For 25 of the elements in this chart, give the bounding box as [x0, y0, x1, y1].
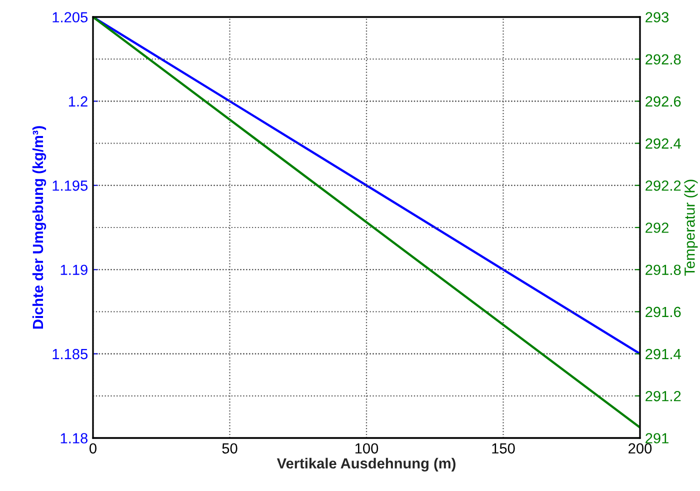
x-tick-label: 50 [222, 443, 238, 454]
y2-axis-title: Temperatur (K) [684, 180, 698, 276]
y-tick-label: 1.205 [52, 12, 88, 22]
y2-tick-label: 291.4 [646, 348, 681, 360]
y2-tick-label: 292 [646, 222, 668, 233]
x-tick-label: 200 [628, 443, 652, 454]
y2-tick-label: 292.4 [646, 138, 681, 149]
y2-tick-label: 291.8 [646, 264, 681, 276]
x-tick-label: 150 [492, 443, 515, 454]
y-tick-label: 1.18 [60, 433, 88, 444]
y-tick-label: 1.2 [68, 96, 88, 106]
y2-tick-label: 292.2 [646, 180, 681, 191]
y2-tick-label: 291.2 [646, 391, 681, 402]
y-tick-label: 1.19 [60, 264, 88, 276]
x-axis-title: Vertikale Ausdehnung (m) [276, 458, 456, 472]
y2-tick-label: 291 [646, 433, 668, 444]
x-tick-label: 0 [90, 443, 96, 454]
y-tick-label: 1.185 [52, 348, 88, 360]
y2-tick-label: 293 [646, 12, 669, 22]
y2-tick-label: 291.6 [646, 306, 681, 318]
y-axis-title: Dichte der Umgebung (kg/m³) [32, 126, 46, 329]
x-tick-label: 100 [355, 443, 378, 454]
y2-tick-label: 292.8 [646, 54, 681, 65]
y2-tick-label: 292.6 [646, 96, 681, 107]
y-tick-label: 1.195 [52, 180, 88, 191]
